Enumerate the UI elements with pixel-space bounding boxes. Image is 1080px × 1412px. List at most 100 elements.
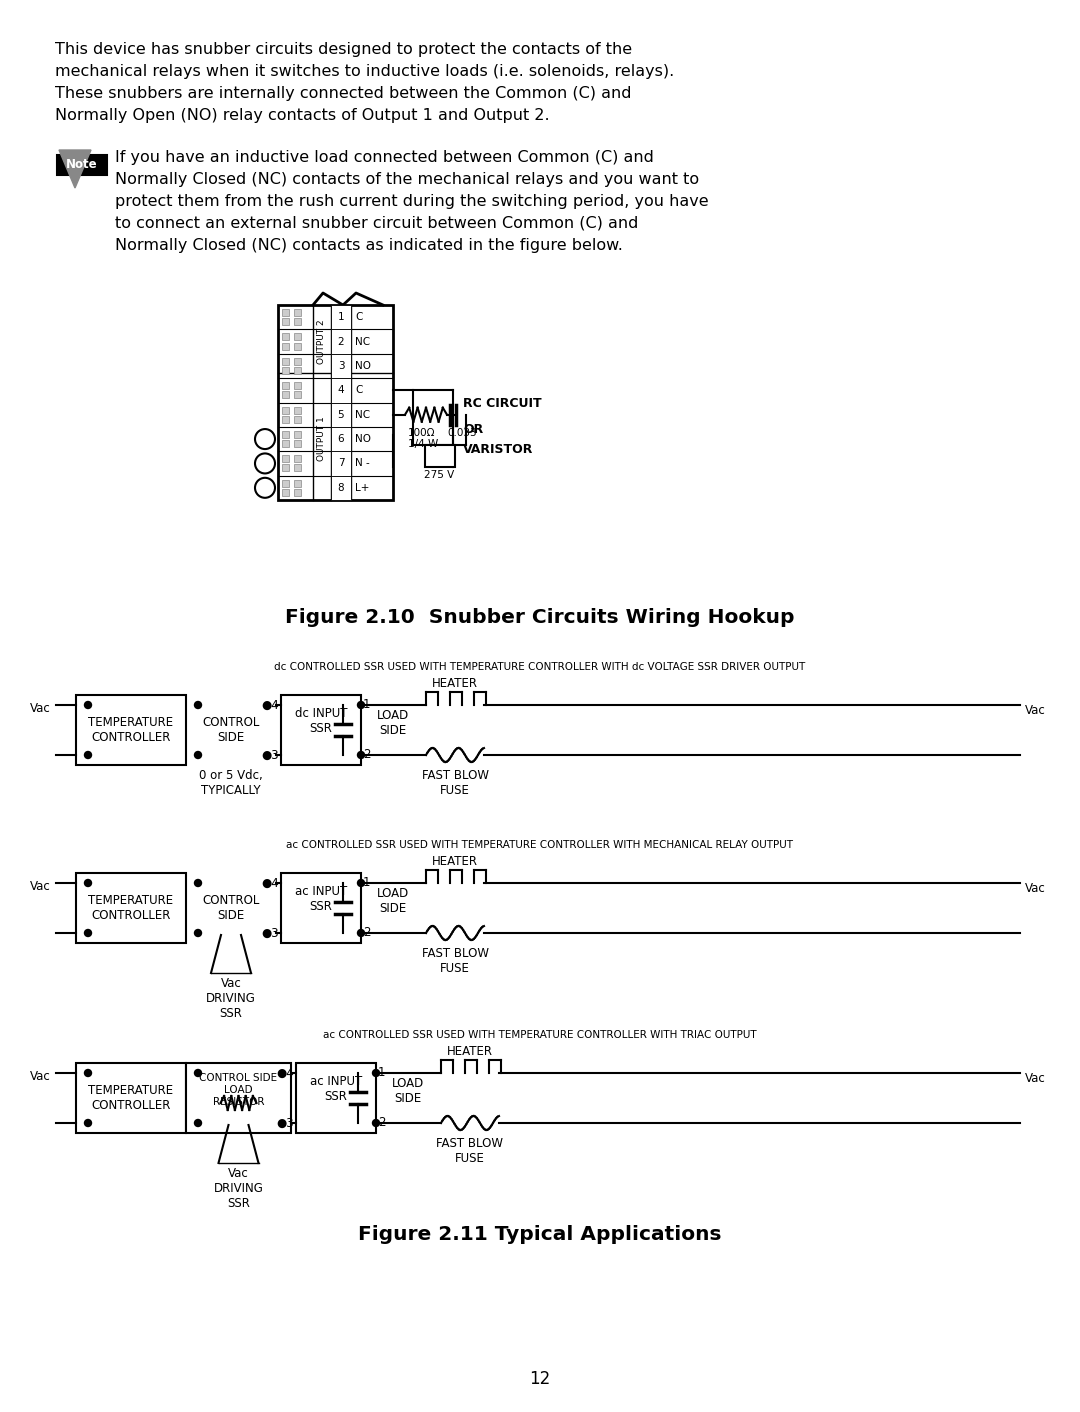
Circle shape [357, 751, 365, 758]
Text: Vac: Vac [1025, 703, 1045, 716]
Bar [282, 367, 289, 374]
Text: L+: L+ [355, 483, 369, 493]
Text: LOAD
SIDE: LOAD SIDE [377, 887, 409, 915]
Text: Figure 2.10  Snubber Circuits Wiring Hookup: Figure 2.10 Snubber Circuits Wiring Hook… [285, 609, 795, 627]
Bar [330, 305, 351, 329]
Text: 2: 2 [363, 926, 370, 939]
Text: protect them from the rush current during the switching period, you have: protect them from the rush current durin… [114, 193, 708, 209]
Text: FAST BLOW
FUSE: FAST BLOW FUSE [421, 947, 488, 976]
Circle shape [373, 1069, 379, 1076]
Bar [282, 441, 289, 448]
Bar [294, 367, 301, 374]
Bar [330, 452, 351, 476]
Text: HEATER: HEATER [447, 1045, 492, 1058]
Text: Vac
DRIVING
SSR: Vac DRIVING SSR [214, 1166, 264, 1210]
Circle shape [373, 1120, 379, 1127]
Text: 0 or 5 Vdc,
TYPICALLY: 0 or 5 Vdc, TYPICALLY [199, 770, 262, 796]
Bar [294, 343, 301, 350]
Bar [282, 391, 289, 398]
Bar [294, 357, 301, 364]
Text: NC: NC [355, 336, 370, 346]
Bar [282, 357, 289, 364]
Text: ●3: ●3 [261, 748, 279, 761]
Text: Normally Open (NO) relay contacts of Output 1 and Output 2.: Normally Open (NO) relay contacts of Out… [55, 107, 550, 123]
Bar [281, 695, 361, 765]
Circle shape [194, 1120, 202, 1127]
Text: ●4: ●4 [276, 1066, 294, 1080]
Text: ●3: ●3 [261, 926, 279, 939]
Bar [76, 873, 186, 943]
Bar [282, 415, 289, 422]
Text: LOAD
SIDE: LOAD SIDE [392, 1077, 424, 1106]
Bar [330, 378, 351, 402]
Circle shape [84, 880, 92, 887]
Bar [424, 445, 455, 467]
Bar [278, 305, 393, 500]
Text: Vac: Vac [30, 880, 51, 892]
Text: ac INPUT
SSR: ac INPUT SSR [295, 885, 347, 914]
Text: 7: 7 [338, 459, 345, 469]
Text: ●3: ●3 [276, 1117, 294, 1130]
Text: NC: NC [355, 409, 370, 419]
Text: dc INPUT
SSR: dc INPUT SSR [295, 707, 348, 736]
Text: 8: 8 [338, 483, 345, 493]
Text: 3: 3 [338, 361, 345, 371]
Polygon shape [59, 150, 91, 188]
Bar [330, 402, 351, 426]
Text: NO: NO [355, 361, 372, 371]
Text: 275 V: 275 V [424, 470, 455, 480]
Text: OUTPUT 1: OUTPUT 1 [318, 417, 326, 462]
Text: 12: 12 [529, 1370, 551, 1388]
Text: 0.033: 0.033 [447, 428, 476, 438]
Circle shape [255, 429, 275, 449]
Text: Figure 2.11 Typical Applications: Figure 2.11 Typical Applications [359, 1226, 721, 1244]
Bar [296, 1063, 376, 1132]
Text: These snubbers are internally connected between the Common (C) and: These snubbers are internally connected … [55, 86, 632, 102]
Bar [282, 383, 289, 390]
Text: VARISTOR: VARISTOR [463, 443, 534, 456]
Text: to connect an external snubber circuit between Common (C) and: to connect an external snubber circuit b… [114, 216, 638, 232]
Text: ac INPUT
SSR: ac INPUT SSR [310, 1075, 362, 1103]
Text: Normally Closed (NC) contacts of the mechanical relays and you want to: Normally Closed (NC) contacts of the mec… [114, 172, 699, 186]
Text: HEATER: HEATER [432, 856, 478, 868]
Text: ●4: ●4 [261, 877, 279, 890]
Circle shape [194, 929, 202, 936]
Bar [294, 480, 301, 487]
Bar [282, 318, 289, 325]
Text: Vac: Vac [1025, 1072, 1045, 1084]
Bar [294, 455, 301, 462]
Text: Vac: Vac [30, 702, 51, 714]
Text: TEMPERATURE
CONTROLLER: TEMPERATURE CONTROLLER [89, 1084, 174, 1113]
Circle shape [255, 453, 275, 473]
Bar [282, 455, 289, 462]
Text: If you have an inductive load connected between Common (C) and: If you have an inductive load connected … [114, 150, 653, 165]
Text: FAST BLOW
FUSE: FAST BLOW FUSE [436, 1137, 503, 1165]
Text: C: C [355, 385, 363, 395]
Bar [294, 431, 301, 438]
Text: TEMPERATURE
CONTROLLER: TEMPERATURE CONTROLLER [89, 894, 174, 922]
Text: 1: 1 [363, 699, 370, 712]
Text: 2: 2 [378, 1117, 386, 1130]
Circle shape [357, 702, 365, 709]
Text: Vac
DRIVING
SSR: Vac DRIVING SSR [206, 977, 256, 1019]
Text: NO: NO [355, 433, 372, 443]
Text: Normally Closed (NC) contacts as indicated in the figure below.: Normally Closed (NC) contacts as indicat… [114, 239, 623, 253]
Text: ac CONTROLLED SSR USED WITH TEMPERATURE CONTROLLER WITH MECHANICAL RELAY OUTPUT: ac CONTROLLED SSR USED WITH TEMPERATURE … [286, 840, 794, 850]
Circle shape [194, 702, 202, 709]
Text: RC CIRCUIT: RC CIRCUIT [463, 397, 542, 409]
Circle shape [84, 1120, 92, 1127]
Text: Vac: Vac [30, 1069, 51, 1083]
Text: CONTROL SIDE
LOAD
RESISTOR: CONTROL SIDE LOAD RESISTOR [200, 1073, 278, 1107]
Bar [282, 407, 289, 414]
Text: 1: 1 [363, 877, 370, 890]
Text: dc CONTROLLED SSR USED WITH TEMPERATURE CONTROLLER WITH dc VOLTAGE SSR DRIVER OU: dc CONTROLLED SSR USED WITH TEMPERATURE … [274, 662, 806, 672]
Bar [294, 309, 301, 316]
Bar [330, 354, 351, 378]
Circle shape [255, 477, 275, 498]
Circle shape [194, 1069, 202, 1076]
Bar [294, 391, 301, 398]
Text: TEMPERATURE
CONTROLLER: TEMPERATURE CONTROLLER [89, 716, 174, 744]
Text: 100Ω
1/4 W: 100Ω 1/4 W [408, 428, 438, 449]
Circle shape [194, 751, 202, 758]
Bar [294, 333, 301, 340]
